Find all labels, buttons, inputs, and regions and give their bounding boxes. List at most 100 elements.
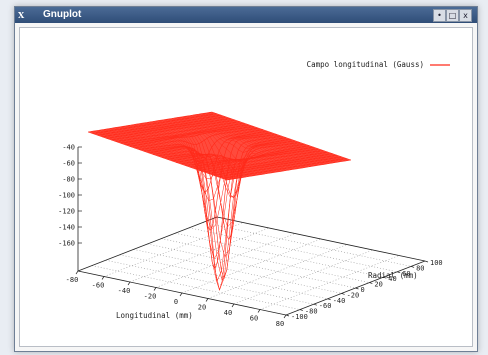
surface-line-v bbox=[168, 118, 308, 168]
surface-line-v bbox=[211, 111, 352, 161]
y-tick-label: -100 bbox=[291, 313, 308, 321]
surface-line-v bbox=[195, 114, 335, 163]
z-tick-label: -80 bbox=[62, 176, 75, 184]
surface-line-v bbox=[149, 121, 290, 291]
grid-line-x bbox=[155, 233, 296, 288]
tick-labels: -80-60-40-20020406080-100-80-60-40-20020… bbox=[58, 144, 443, 329]
grid-line-x bbox=[181, 238, 322, 294]
grid-line-x bbox=[233, 249, 374, 305]
z-tick-label: -160 bbox=[58, 240, 75, 248]
z-tick-label: -100 bbox=[58, 192, 75, 200]
surface-line-v bbox=[179, 116, 319, 166]
surface-line-v bbox=[147, 122, 287, 283]
surface-line-v bbox=[171, 118, 311, 167]
z-tick-label: -40 bbox=[62, 144, 75, 152]
x-tick-mark bbox=[205, 298, 209, 302]
y-tick-label: 80 bbox=[416, 264, 424, 272]
z-tick-label: -120 bbox=[58, 208, 75, 216]
surface-line-v bbox=[133, 124, 273, 173]
grid-line-x bbox=[207, 244, 348, 299]
grid-line-y bbox=[175, 232, 384, 278]
base-grid bbox=[91, 222, 412, 310]
y-tick-label: -60 bbox=[319, 302, 332, 310]
maximize-button[interactable]: □ bbox=[446, 9, 459, 22]
x-tick-label: 60 bbox=[250, 315, 258, 323]
surface-line-v bbox=[141, 122, 281, 230]
grid-line-y bbox=[203, 222, 412, 267]
x-tick-label: 0 bbox=[174, 298, 178, 306]
surface-line-v bbox=[182, 116, 322, 166]
x-tick-label: 40 bbox=[224, 309, 232, 317]
surface-line-v bbox=[203, 113, 343, 162]
surface-line-v bbox=[122, 126, 263, 175]
x-tick-mark bbox=[283, 314, 287, 319]
surface-line-v bbox=[114, 127, 255, 176]
grid-line-y bbox=[133, 249, 342, 294]
title-bar[interactable]: X Gnuplot • □ x bbox=[15, 7, 477, 23]
surface-line-v bbox=[174, 117, 314, 167]
x-tick-label: -80 bbox=[66, 276, 79, 284]
x-tick-label: -60 bbox=[92, 282, 105, 290]
surface-line-v bbox=[112, 127, 252, 177]
close-button[interactable]: x bbox=[459, 9, 472, 22]
y-tick-mark bbox=[369, 282, 373, 284]
x-tick-mark bbox=[75, 270, 79, 275]
minimize-button[interactable]: • bbox=[433, 9, 446, 22]
surface-line-v bbox=[109, 128, 249, 177]
surface-line-v bbox=[101, 129, 241, 179]
surface-line-v bbox=[201, 113, 341, 162]
y-tick-mark bbox=[355, 287, 359, 290]
x-tick-mark bbox=[127, 281, 131, 286]
surface-line-v bbox=[152, 121, 292, 282]
surface-line-v bbox=[190, 115, 330, 164]
y-tick-label: 20 bbox=[374, 281, 382, 289]
surface-line-v bbox=[160, 119, 300, 198]
y-tick-mark bbox=[299, 309, 304, 311]
surface-fill bbox=[88, 112, 351, 180]
surface-line-v bbox=[117, 126, 257, 176]
surface-line-v bbox=[184, 116, 325, 165]
grid-line-x bbox=[103, 222, 244, 277]
legend-label: Campo longitudinal (Gauss) bbox=[307, 60, 424, 69]
z-tick-label: -60 bbox=[62, 160, 75, 168]
surface-line-v bbox=[131, 124, 271, 174]
surface-line-v bbox=[155, 120, 295, 258]
surface-line-v bbox=[158, 120, 298, 228]
y-tick-label: -40 bbox=[333, 297, 346, 305]
base-edge bbox=[77, 216, 218, 272]
surface-line-v bbox=[209, 112, 349, 161]
surface-line-v bbox=[87, 131, 228, 181]
surface-line-v bbox=[98, 130, 238, 179]
grid-line-x bbox=[259, 255, 400, 310]
window-title: Gnuplot bbox=[43, 9, 82, 20]
y-tick-mark bbox=[341, 293, 345, 295]
grid-line-y bbox=[119, 254, 328, 300]
grid-line-y bbox=[147, 243, 356, 289]
surface-line-v bbox=[96, 130, 236, 179]
x-tick-label: -20 bbox=[144, 293, 157, 301]
grid-line-y bbox=[161, 238, 370, 283]
x-tick-label: 80 bbox=[276, 320, 284, 328]
surface-line-v bbox=[163, 119, 303, 175]
y-tick-label: -20 bbox=[347, 291, 360, 299]
surface-line-v bbox=[139, 123, 279, 202]
y-tick-mark bbox=[397, 271, 401, 274]
x-tick-mark bbox=[153, 287, 157, 291]
grid-line-y bbox=[105, 259, 314, 305]
surface-line-v bbox=[187, 115, 327, 165]
y-axis-label: Radial (mm) bbox=[368, 271, 418, 280]
x-tick-label: -40 bbox=[118, 287, 131, 295]
surface-line-v bbox=[166, 119, 306, 168]
surface-line-v bbox=[206, 112, 346, 162]
grid-line-y bbox=[91, 265, 300, 310]
y-tick-label: 100 bbox=[430, 259, 443, 267]
grid-line-y bbox=[189, 227, 398, 273]
base-edge bbox=[216, 216, 426, 262]
surface-line-v bbox=[90, 131, 230, 180]
y-tick-mark bbox=[285, 314, 290, 317]
x-logo-icon: X bbox=[18, 10, 25, 20]
surface-line-v bbox=[198, 113, 338, 163]
surface-line-v bbox=[193, 114, 333, 164]
y-tick-mark bbox=[383, 276, 387, 279]
z-tick-label: -140 bbox=[58, 224, 75, 232]
